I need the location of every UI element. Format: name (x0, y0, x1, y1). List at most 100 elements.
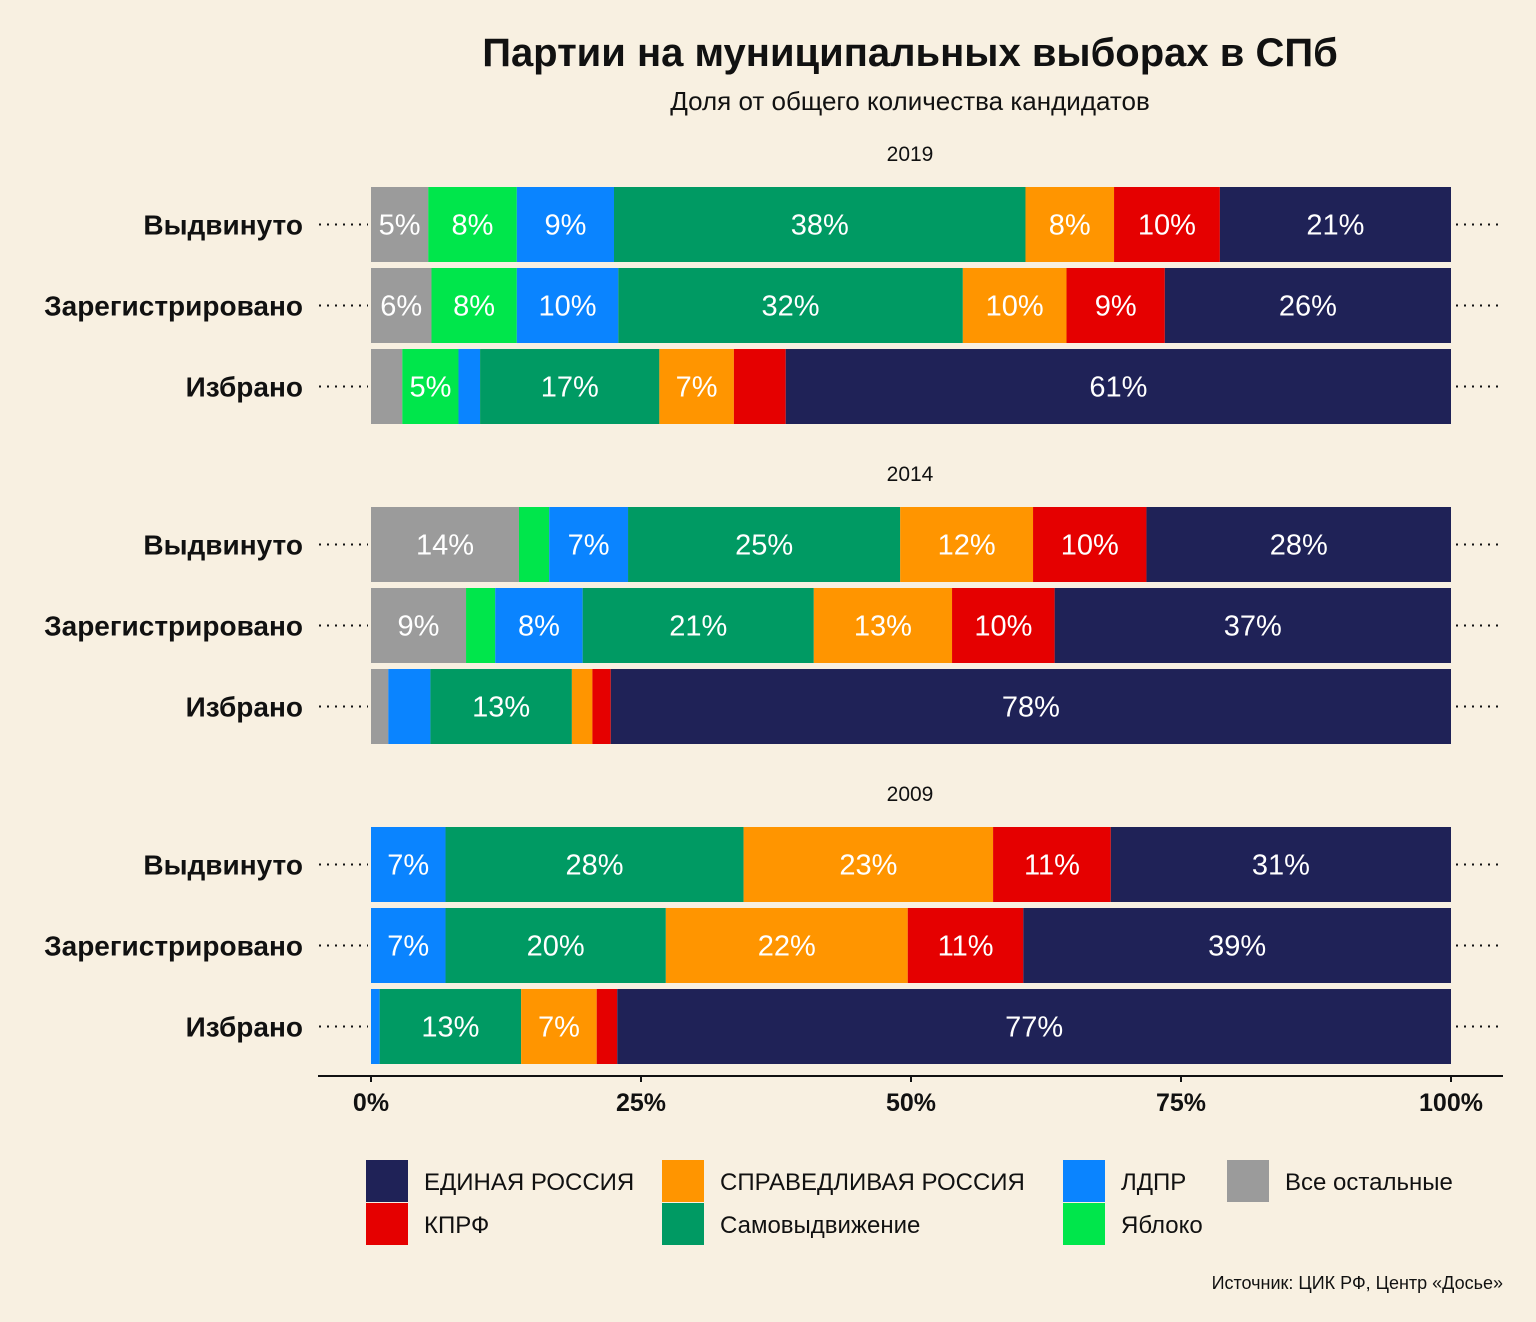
bar-segment-er (1054, 588, 1451, 663)
data-label: 23% (839, 850, 897, 882)
bar-segment-ldpr (371, 908, 446, 983)
bar-segment-self (480, 349, 660, 424)
bar-segment-self (618, 268, 963, 343)
bar-row: Выдвинуто 14% 7% 25% 12% 10% 28% (143, 507, 1500, 582)
bar-row: Зарегистрировано 7% 20% 22% 11% 39% (44, 908, 1500, 983)
bar-row: Выдвинуто 7% 28% 23% 11% 31% (143, 827, 1500, 902)
data-label: 20% (527, 931, 585, 963)
data-label: 8% (453, 291, 495, 323)
bar-segment-ldpr (458, 349, 481, 424)
bar-segment-kprf (733, 349, 786, 424)
bar-segment-ldpr (371, 989, 380, 1064)
data-label: 7% (387, 850, 429, 882)
data-label: 7% (387, 931, 429, 963)
bar-segment-sr (659, 349, 734, 424)
bar-segment-er (1110, 827, 1451, 902)
panel-year-label: 2019 (887, 143, 934, 166)
x-tick-label: 25% (616, 1089, 666, 1117)
data-label: 6% (380, 291, 422, 323)
panel-year-label: 2009 (887, 783, 934, 806)
bar-segment-sr (521, 989, 597, 1064)
bar-segment-self (379, 989, 522, 1064)
data-label: 7% (676, 372, 718, 404)
bar-segment-sr (1025, 187, 1115, 262)
bar-segment-sr (665, 908, 908, 983)
row-label: Выдвинуто (143, 850, 303, 881)
data-label: 10% (539, 291, 597, 323)
data-label: 32% (762, 291, 820, 323)
bar-row: Зарегистрировано 9% 8% 21% 13% 10% 37% (44, 588, 1500, 663)
bar-segment-kprf (1066, 268, 1165, 343)
bar-segment-kprf (1033, 507, 1147, 582)
bar-segment-sr (571, 669, 593, 744)
legend-swatch (1227, 1160, 1269, 1202)
bar-segment-others (371, 268, 432, 343)
data-label: 10% (1138, 210, 1196, 242)
bar-row: Избрано 13% 7% 77% (186, 989, 1500, 1064)
bar-segment-er (617, 989, 1451, 1064)
legend-swatch (1063, 1160, 1105, 1202)
bar-segment-sr (743, 827, 994, 902)
bar-segment-others (371, 588, 467, 663)
x-axis-ticks: 0% 25% 50% 75% 100% (353, 1076, 1483, 1117)
bar-segment-self (628, 507, 901, 582)
data-label: 10% (974, 611, 1032, 643)
bar-segment-ldpr (516, 268, 619, 343)
data-label: 13% (854, 611, 912, 643)
data-label: 78% (1002, 692, 1060, 724)
bar-segment-yabloko (431, 268, 517, 343)
legend-swatch (662, 1160, 704, 1202)
data-label: 28% (566, 850, 624, 882)
bar-row: Зарегистрировано 6% 8% 10% 32% 10% 9% 26% (44, 268, 1500, 343)
data-label: 28% (1270, 530, 1328, 562)
legend-label: СПРАВЕДЛИВАЯ РОССИЯ (720, 1169, 1025, 1196)
row-label: Зарегистрировано (44, 611, 303, 642)
bar-segment-ldpr (549, 507, 629, 582)
data-label: 7% (568, 530, 610, 562)
legend: ЕДИНАЯ РОССИЯ СПРАВЕДЛИВАЯ РОССИЯ ЛДПР Все … (366, 1160, 1453, 1245)
data-label: 9% (544, 210, 586, 242)
bar-segment-yabloko (428, 187, 517, 262)
row-label: Зарегистрировано (44, 291, 303, 322)
legend-label: Самовыдвижение (720, 1212, 920, 1239)
bar-segment-self (582, 588, 814, 663)
row-label: Зарегистрировано (44, 931, 303, 962)
chart-title: Партии на муниципальных выборах в СПб (482, 31, 1338, 75)
bar-segment-self (430, 669, 572, 744)
panel-2014: 2014 Выдвинуто 14% 7% 25% 12% 10% 28% Зарегистри… (44, 463, 1500, 744)
panel-2019: 2019 Выдвинуто 5% 8% 9% 38% 8% 10% 21% Зарегистри… (44, 143, 1500, 424)
data-label: 10% (1061, 530, 1119, 562)
chart-subtitle: Доля от общего количества кандидатов (670, 86, 1150, 116)
x-tick-label: 50% (886, 1089, 936, 1117)
data-label: 8% (452, 210, 494, 242)
data-label: 61% (1089, 372, 1147, 404)
data-label: 21% (669, 611, 727, 643)
legend-item-sr: СПРАВЕДЛИВАЯ РОССИЯ (662, 1160, 1025, 1202)
data-label: 21% (1306, 210, 1364, 242)
legend-label: Все остальные (1285, 1169, 1453, 1196)
legend-label: КПРФ (424, 1212, 489, 1239)
legend-swatch (662, 1203, 704, 1245)
data-label: 38% (791, 210, 849, 242)
bar-segment-ldpr (388, 669, 431, 744)
data-label: 31% (1252, 850, 1310, 882)
bar-segment-others (371, 507, 519, 582)
legend-item-others: Все остальные (1227, 1160, 1453, 1202)
data-label: 8% (1049, 210, 1091, 242)
legend-label: ЕДИНАЯ РОССИЯ (424, 1169, 634, 1196)
bar-segment-kprf (907, 908, 1024, 983)
data-label: 37% (1224, 611, 1282, 643)
bar-segment-er (785, 349, 1451, 424)
bar-segment-er (610, 669, 1451, 744)
data-label: 17% (541, 372, 599, 404)
data-label: 10% (986, 291, 1044, 323)
bar-segment-er (1219, 187, 1451, 262)
legend-label: Яблоко (1121, 1212, 1203, 1239)
bar-segment-others (371, 669, 389, 744)
bar-segment-yabloko (466, 588, 496, 663)
x-tick-label: 100% (1419, 1089, 1483, 1117)
data-label: 13% (472, 692, 530, 724)
row-label: Избрано (186, 372, 303, 403)
legend-item-er: ЕДИНАЯ РОССИЯ (366, 1160, 634, 1202)
